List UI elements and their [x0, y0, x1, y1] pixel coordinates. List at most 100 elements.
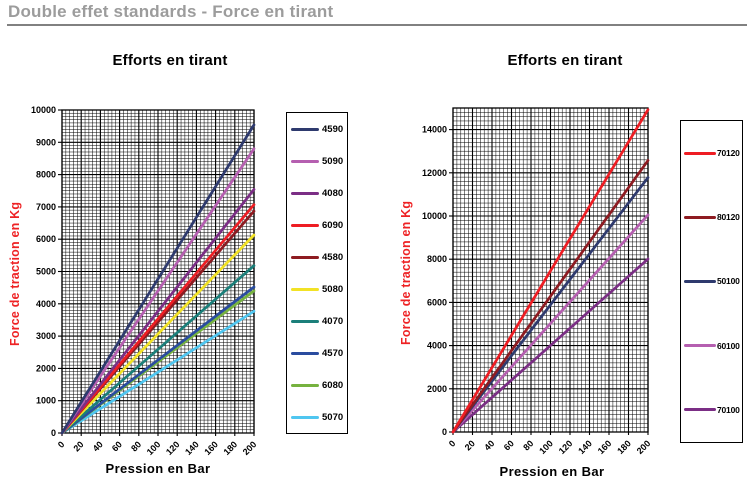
series-line-4590: [60, 123, 256, 435]
legend-item-4080: 4080: [287, 188, 347, 199]
x-tick-label: 200: [241, 439, 259, 457]
series-line-60100: [451, 213, 650, 434]
legend-label: 6080: [322, 379, 344, 391]
x-tick-label: 140: [183, 439, 201, 457]
legend-item-4580: 4580: [287, 252, 347, 263]
series-line-6090: [60, 203, 256, 435]
legend-swatch-80120: [684, 215, 716, 219]
legend-item-50100: 50100: [681, 276, 742, 286]
legend-item-4590: 4590: [287, 124, 347, 135]
legend-label: 4580: [322, 251, 344, 263]
chart-title-left: Efforts en tirant: [112, 52, 228, 69]
series-line-70120: [451, 108, 650, 434]
legend-swatch-4080: [291, 191, 319, 195]
legend-item-60100: 60100: [681, 341, 742, 351]
x-tick-label: 100: [145, 439, 163, 457]
tick-labels: 0 20 40 60 80 100 120 140 160 180 2000100020003000…: [31, 105, 258, 457]
y-tick-label: 4000: [427, 341, 447, 351]
x-tick-label: 160: [596, 438, 614, 456]
x-tick-label: 140: [576, 438, 594, 456]
series-lines: [451, 108, 650, 434]
legend-swatch-50100: [684, 279, 716, 283]
y-tick-label: 3000: [36, 331, 56, 341]
legend-label: 50100: [717, 276, 740, 287]
y-tick-label: 8000: [36, 170, 56, 180]
series-line-80120: [451, 159, 650, 434]
y-tick-label: 2000: [427, 384, 447, 394]
y-tick-label: 0: [51, 428, 56, 438]
y-tick-label: 6000: [427, 297, 447, 307]
y-tick-label: 5000: [36, 267, 56, 277]
legend-item-6090: 6090: [287, 220, 347, 231]
y-tick-label: 2000: [36, 363, 56, 373]
legend-swatch-6090: [291, 223, 319, 227]
x-tick-label: 180: [222, 439, 240, 457]
plot-area-right: 0 20 40 60 80 100 120 140 160 180 2000200040006000…: [422, 107, 653, 456]
y-tick-label: 12000: [422, 168, 447, 178]
legend-swatch-5070: [291, 415, 319, 419]
legend-swatch-4070: [291, 319, 319, 323]
y-tick-label: 9000: [36, 137, 56, 147]
x-tick-label: 60: [502, 438, 516, 452]
plot-border: [452, 107, 649, 433]
x-tick-label: 100: [537, 438, 555, 456]
legend-swatch-6080: [291, 383, 319, 387]
y-tick-label: 4000: [36, 299, 56, 309]
legend-label: 5080: [322, 283, 344, 295]
legend-label: 60100: [717, 340, 740, 351]
legend-swatch-4590: [291, 127, 319, 131]
x-tick-label: 80: [521, 438, 535, 452]
legend-swatch-4570: [291, 351, 319, 355]
series-line-50100: [451, 176, 650, 434]
series-line-4070: [60, 264, 256, 435]
x-tick-label: 180: [615, 438, 633, 456]
x-tick-label: 40: [482, 438, 496, 452]
plot-border: [61, 109, 255, 434]
x-tick-label: 20: [463, 438, 477, 452]
legend-item-5080: 5080: [287, 284, 347, 295]
series-line-5080: [60, 233, 256, 435]
series-lines: [60, 123, 256, 435]
x-tick-label: 60: [110, 439, 124, 453]
x-tick-label: 120: [557, 438, 575, 456]
legend-item-5090: 5090: [287, 156, 347, 167]
legend-item-6080: 6080: [287, 380, 347, 391]
x-tick-label: 160: [202, 439, 220, 457]
legend-swatch-70100: [684, 408, 716, 412]
x-axis-label-right: Pression en Bar: [499, 464, 605, 479]
legend-label: 5070: [322, 411, 344, 423]
page-title: Double effet standards - Force en tirant: [8, 2, 334, 21]
legend-label: 4070: [322, 315, 344, 327]
series-line-70100: [451, 257, 650, 434]
major-grid: [58, 109, 255, 436]
y-tick-label: 0: [442, 427, 447, 437]
legend-right: 70120 80120 50100 60100 70100: [680, 120, 743, 443]
legend-label: 70100: [717, 404, 740, 415]
y-tick-label: 14000: [422, 125, 447, 135]
y-tick-label: 10000: [422, 211, 447, 221]
legend-label: 80120: [717, 212, 740, 223]
plot-area-left: 0 20 40 60 80 100 120 140 160 180 2000100020003000…: [31, 105, 258, 457]
x-tick-label: 80: [129, 439, 143, 453]
y-tick-label: 1000: [36, 396, 56, 406]
x-tick-label: 200: [635, 438, 653, 456]
chart-title-right: Efforts en tirant: [507, 52, 623, 69]
x-axis-label-left: Pression en Bar: [105, 461, 211, 476]
x-tick-label: 40: [91, 439, 105, 453]
y-tick-label: 6000: [36, 234, 56, 244]
legend-label: 4080: [322, 187, 344, 199]
legend-item-70100: 70100: [681, 405, 742, 415]
legend-swatch-60100: [684, 344, 716, 348]
legend-item-4070: 4070: [287, 316, 347, 327]
title-divider: [7, 24, 747, 26]
series-line-5090: [60, 147, 256, 435]
legend-label: 70120: [717, 148, 740, 159]
series-line-4080: [60, 188, 256, 435]
legend-label: 4590: [322, 123, 344, 135]
legend-swatch-4580: [291, 255, 319, 259]
legend-left: 4590 5090 4080 6090 4580 5080 4070 4570 6080 5070: [286, 112, 348, 434]
x-tick-label: 0: [56, 439, 67, 450]
y-tick-label: 7000: [36, 202, 56, 212]
legend-item-80120: 80120: [681, 212, 742, 222]
x-tick-label: 20: [71, 439, 85, 453]
